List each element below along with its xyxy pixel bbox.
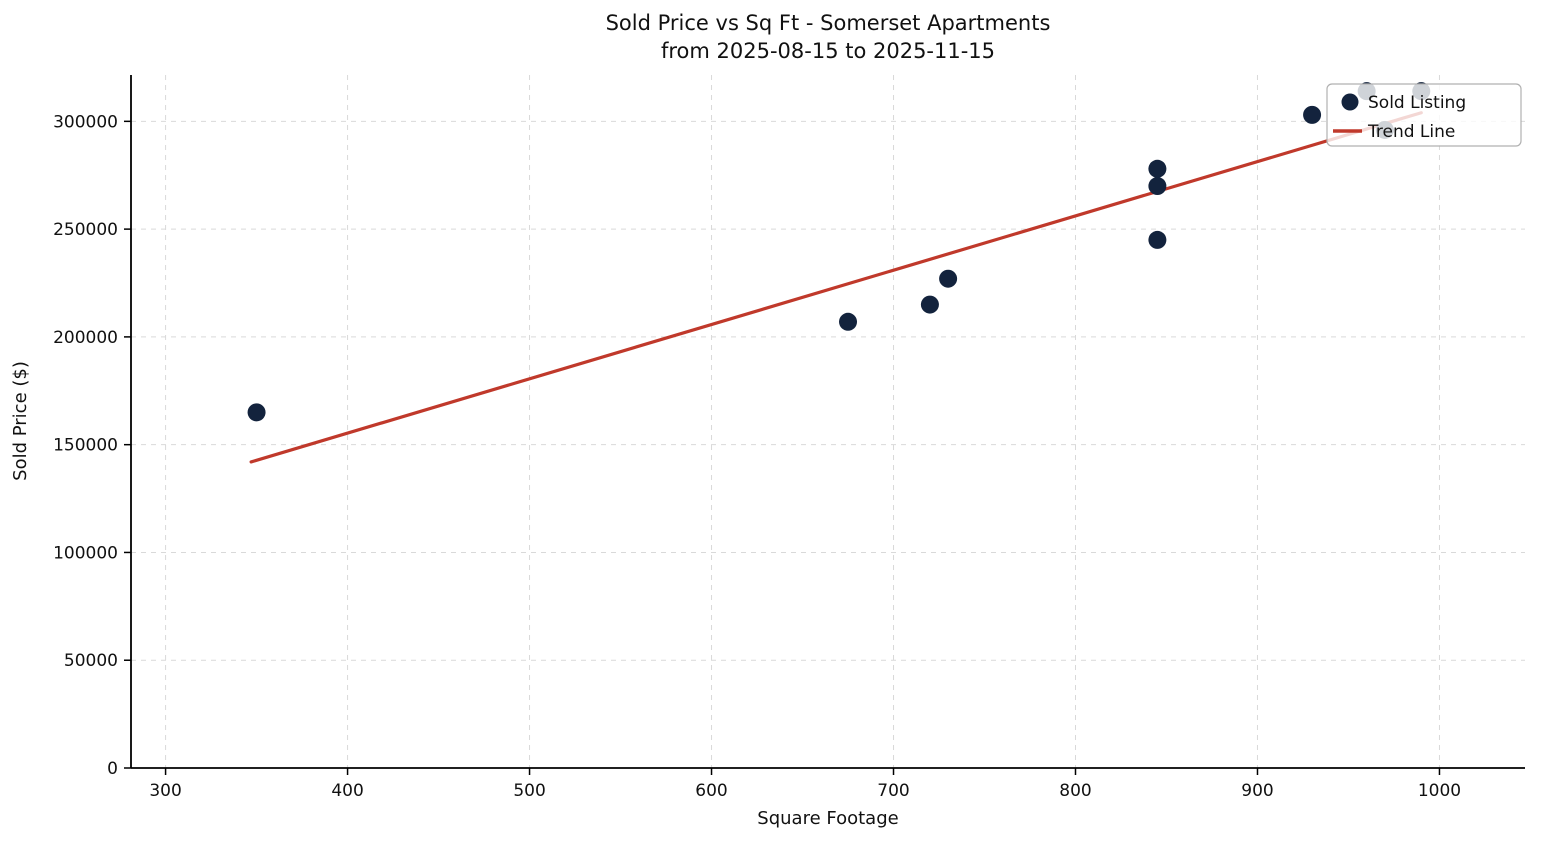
y-tick-label: 250000 bbox=[53, 220, 118, 240]
y-tick-label: 0 bbox=[107, 759, 118, 779]
x-tick-label: 400 bbox=[331, 781, 363, 801]
chart-subtitle: from 2025-08-15 to 2025-11-15 bbox=[661, 39, 995, 63]
legend-label-sold-listing: Sold Listing bbox=[1368, 93, 1466, 113]
x-axis-label: Square Footage bbox=[757, 808, 898, 829]
y-tick-label: 200000 bbox=[53, 328, 118, 348]
y-tick-label: 150000 bbox=[53, 436, 118, 456]
x-tick-label: 500 bbox=[513, 781, 545, 801]
y-tick-label: 50000 bbox=[64, 651, 118, 671]
data-point bbox=[247, 403, 266, 422]
x-tick-label: 900 bbox=[1241, 781, 1273, 801]
axes: 300 400 500 600 700 800 900 1000 0 50000 100000 150… bbox=[53, 75, 1525, 801]
legend: Sold Listing Trend Line bbox=[1326, 83, 1522, 147]
legend-box bbox=[1326, 83, 1522, 147]
legend-label-trend-line: Trend Line bbox=[1367, 122, 1455, 142]
y-axis-label: Sold Price ($) bbox=[10, 361, 31, 481]
x-tick-label: 700 bbox=[877, 781, 909, 801]
data-point bbox=[1148, 177, 1167, 196]
chart-title: Sold Price vs Sq Ft - Somerset Apartment… bbox=[606, 11, 1051, 35]
data-point bbox=[839, 312, 858, 331]
trend-line bbox=[249, 111, 1423, 464]
x-tick-label: 600 bbox=[695, 781, 727, 801]
data-point bbox=[920, 295, 939, 314]
data-point bbox=[1148, 159, 1167, 178]
data-point bbox=[1303, 105, 1322, 124]
y-tick-label: 100000 bbox=[53, 543, 118, 563]
data-point bbox=[939, 269, 958, 288]
scatter-marker-icon bbox=[1341, 93, 1359, 111]
x-tick-label: 300 bbox=[149, 781, 181, 801]
x-tick-label: 1000 bbox=[1418, 781, 1461, 801]
x-tick-label: 800 bbox=[1059, 781, 1091, 801]
gridlines bbox=[131, 75, 1525, 769]
data-point bbox=[1148, 230, 1167, 249]
y-tick-label: 300000 bbox=[53, 112, 118, 132]
data-series bbox=[247, 82, 1431, 464]
